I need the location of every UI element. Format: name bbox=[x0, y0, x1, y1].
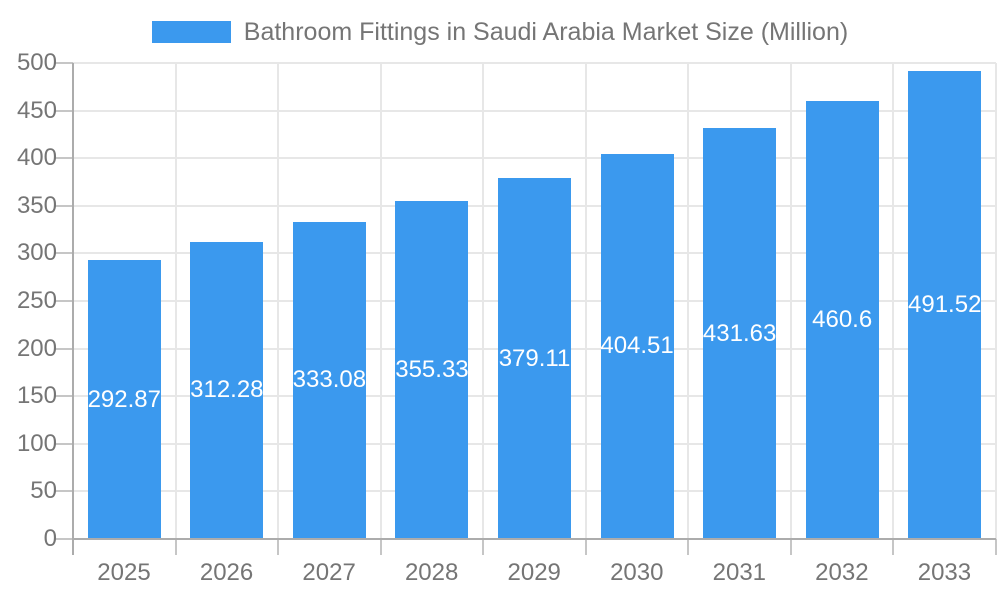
y-axis-tick bbox=[55, 62, 73, 64]
v-gridline bbox=[687, 63, 690, 539]
y-axis-line bbox=[72, 63, 74, 555]
x-axis-label: 2029 bbox=[507, 559, 561, 586]
bar-value-label: 355.33 bbox=[395, 355, 469, 383]
bar-2033[interactable]: 491.52 bbox=[908, 71, 981, 539]
x-axis-label: 2028 bbox=[404, 559, 459, 586]
y-axis-label: 500 bbox=[16, 49, 57, 76]
y-axis-tick bbox=[55, 252, 73, 255]
bar-2032[interactable]: 460.6 bbox=[805, 100, 879, 539]
y-axis-label: 50 bbox=[30, 477, 57, 505]
y-axis-label: 100 bbox=[16, 429, 57, 457]
y-axis-tick bbox=[55, 157, 73, 160]
bar-value-label: 460.6 bbox=[812, 305, 873, 333]
bar-2029[interactable]: 379.11 bbox=[498, 178, 571, 539]
y-axis-label: 250 bbox=[16, 287, 57, 314]
y-axis-label: 200 bbox=[16, 334, 57, 362]
x-axis-label: 2027 bbox=[302, 559, 356, 586]
y-axis-tick bbox=[55, 300, 73, 302]
plot-area: 292.87 312.28 333.08 355.33 379.11 404.51 431.… bbox=[72, 62, 997, 540]
y-axis-tick bbox=[55, 347, 73, 350]
y-axis-label: 150 bbox=[16, 382, 57, 410]
x-axis-label: 2032 bbox=[815, 559, 869, 586]
y-axis-label: 400 bbox=[16, 144, 57, 172]
y-axis-tick bbox=[55, 395, 73, 398]
x-axis-label: 2031 bbox=[712, 559, 767, 586]
v-gridline bbox=[379, 63, 382, 539]
v-gridline bbox=[584, 63, 587, 539]
y-axis-label: 300 bbox=[16, 239, 57, 267]
bar-2027[interactable]: 333.08 bbox=[292, 221, 367, 539]
bar-value-label: 379.11 bbox=[498, 344, 571, 372]
bar-value-label: 312.28 bbox=[190, 376, 264, 404]
y-axis-tick bbox=[55, 204, 73, 207]
y-axis-label: 450 bbox=[16, 96, 57, 124]
x-axis-tick bbox=[277, 539, 280, 555]
x-axis-label: 2030 bbox=[610, 559, 664, 586]
y-axis-tick bbox=[55, 538, 73, 540]
legend-label: Bathroom Fittings in Saudi Arabia Market… bbox=[243, 17, 849, 46]
y-axis-label: 0 bbox=[43, 525, 57, 552]
bar-2030[interactable]: 404.51 bbox=[600, 153, 674, 539]
v-gridline bbox=[277, 63, 280, 539]
bar-2031[interactable]: 431.63 bbox=[703, 128, 776, 539]
bar-value-label: 292.87 bbox=[87, 385, 161, 413]
x-axis-tick bbox=[584, 539, 587, 555]
bar-value-label: 333.08 bbox=[292, 366, 367, 394]
h-gridline bbox=[73, 109, 996, 112]
y-axis-label: 350 bbox=[16, 191, 57, 219]
v-gridline bbox=[995, 63, 997, 539]
bar-value-label: 491.52 bbox=[908, 291, 982, 319]
x-axis-tick bbox=[789, 539, 792, 555]
x-axis-label: 2033 bbox=[917, 559, 972, 586]
x-axis-label: 2025 bbox=[97, 559, 151, 586]
x-axis-tick bbox=[995, 539, 997, 555]
v-gridline bbox=[892, 63, 895, 539]
bar-2025[interactable]: 292.87 bbox=[88, 260, 161, 539]
v-gridline bbox=[789, 63, 792, 539]
legend[interactable]: Bathroom Fittings in Saudi Arabia Market… bbox=[0, 16, 1000, 48]
y-axis-tick bbox=[55, 442, 73, 445]
legend-swatch bbox=[151, 21, 231, 43]
bar-2028[interactable]: 355.33 bbox=[395, 200, 469, 539]
h-gridline bbox=[73, 157, 996, 160]
x-axis-tick bbox=[379, 539, 382, 555]
x-axis-tick bbox=[687, 539, 690, 555]
y-axis-tick bbox=[55, 109, 73, 112]
x-axis-label: 2026 bbox=[199, 559, 254, 586]
x-axis-baseline bbox=[73, 538, 996, 540]
x-axis-tick bbox=[892, 539, 895, 555]
y-axis-tick bbox=[55, 490, 73, 493]
h-gridline bbox=[73, 62, 996, 64]
bar-value-label: 431.63 bbox=[702, 319, 777, 347]
v-gridline bbox=[174, 63, 177, 539]
bar-2026[interactable]: 312.28 bbox=[190, 241, 264, 539]
x-axis-tick bbox=[174, 539, 177, 555]
bar-value-label: 404.51 bbox=[600, 332, 674, 360]
v-gridline bbox=[482, 63, 485, 539]
x-axis-tick bbox=[482, 539, 485, 555]
